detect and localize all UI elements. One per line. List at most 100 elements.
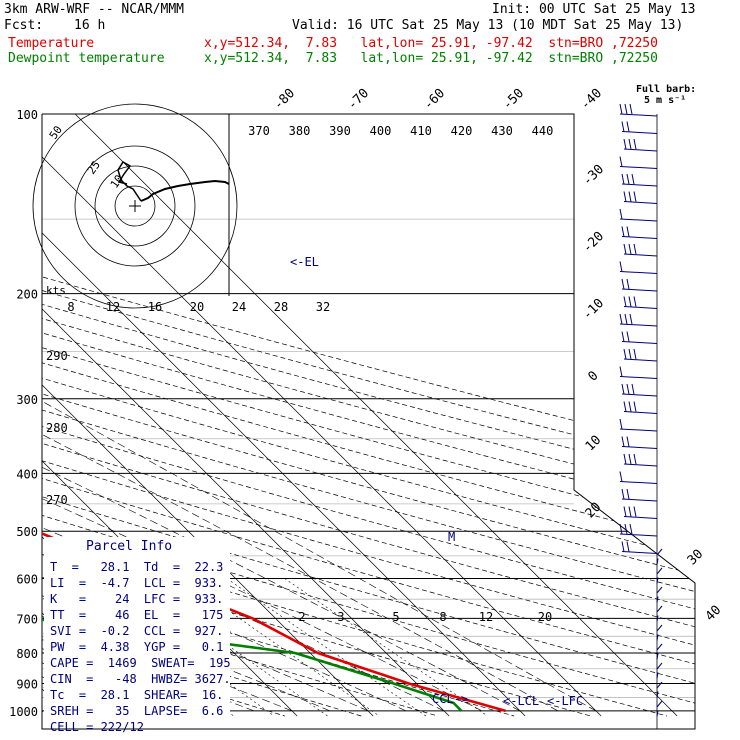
dry-adiabat [42, 114, 695, 717]
hodograph-ring [32, 103, 238, 309]
chart-frame [41, 113, 696, 730]
wind-barb [619, 103, 658, 117]
wind-barb-low [656, 567, 663, 575]
parcel-info-row: K = 24 LFC = 933. [50, 592, 224, 606]
isotherm-line [42, 114, 602, 717]
theta-tick-label: 430 [491, 124, 513, 138]
wind-barb-staff [621, 498, 658, 502]
dry-adiabat [42, 114, 695, 717]
wind-barb-flag [628, 243, 632, 255]
wind-barb-flag [621, 121, 625, 132]
mixing-ratio-label: 12 [479, 610, 493, 624]
wind-barb-staff [623, 516, 658, 519]
theta-tick-label: 410 [410, 124, 432, 138]
pressure-tick-label: 300 [16, 393, 38, 407]
parcel-info-row: CAPE = 1469 SWEAT= 195 [50, 656, 231, 670]
theta-tick-label: 420 [451, 124, 473, 138]
hodograph-ring-label: 25 [85, 158, 103, 176]
wind-barb-flag [624, 523, 628, 535]
wind-barb [619, 156, 658, 169]
wind-barb-flag [626, 173, 630, 185]
plot-border [41, 113, 696, 730]
wind-barb [621, 331, 658, 344]
hodograph-speed-label: 32 [316, 300, 330, 314]
moist-adiabat [42, 293, 521, 712]
wind-barb-low [656, 605, 663, 613]
wind-barb-flag [621, 488, 625, 500]
wind-barb-flag [633, 191, 637, 202]
forecast-hours: 16 h [74, 18, 106, 33]
wind-barb-flag [629, 103, 633, 115]
wind-barb-flag [619, 366, 623, 377]
dewpoint-legend: Dewpoint temperature [8, 51, 165, 66]
wind-barb-flag [633, 138, 637, 150]
wind-barb-low [656, 634, 659, 641]
wind-barb-staff [619, 271, 658, 274]
wind-barb-flag [626, 436, 630, 447]
wind-barb-low [656, 558, 659, 565]
wind-barb-flag [621, 331, 625, 342]
theta-tick-label: 400 [370, 124, 392, 138]
wind-barb-staff [619, 218, 658, 222]
m-marker: M [448, 530, 455, 544]
wind-barb [619, 313, 658, 327]
wind-barb-low [656, 691, 659, 698]
wind-barb [623, 348, 658, 362]
wind-barb-low [656, 586, 663, 594]
wind-barbs [619, 103, 663, 729]
wind-barb-flag [628, 401, 632, 412]
wind-barb-flag [628, 296, 632, 307]
mixing-ratio-label: 5 [392, 610, 399, 624]
wind-barb-flag [626, 383, 630, 395]
wind-barb-flag [619, 313, 623, 325]
wind-barb-staff [619, 166, 658, 169]
dry-adiabat [42, 114, 438, 717]
wind-barb [619, 418, 658, 432]
wind-barb-flag [626, 226, 630, 237]
mixing-ratio-label: 2 [298, 610, 305, 624]
wind-barb-staff [619, 376, 658, 379]
parcel-info-row: Tc = 28.1 SHEAR= 16. [50, 688, 224, 702]
mixing-ratio-line [182, 578, 380, 717]
wind-barb-staff [621, 551, 658, 554]
wind-barb-low [656, 700, 663, 708]
wind-barb-flag [628, 138, 632, 150]
dry-adiabat [42, 114, 695, 717]
pressure-tick-label: 1000 [9, 705, 38, 719]
wind-barb-flag [624, 313, 628, 325]
wind-barb-flag [619, 156, 623, 167]
valid-time: Valid: 16 UTC Sat 25 May 13 (10 MDT Sat … [292, 18, 684, 33]
wind-barb-staff [619, 323, 658, 327]
isotherm-tick-label: -40 [578, 86, 605, 113]
init-time: Init: 00 UTC Sat 25 May 13 [492, 2, 696, 17]
wind-barb-flag [619, 418, 623, 430]
isotherm-tick-label: 40 [703, 603, 725, 625]
wind-barb [623, 401, 658, 414]
wind-barb-low [656, 548, 663, 556]
moist-adiabat [42, 293, 331, 712]
wind-barb-flag [626, 278, 630, 290]
ccl-marker: CCL-> [432, 692, 468, 706]
wind-barb [619, 366, 658, 379]
wind-barb-staff [623, 358, 658, 362]
isotherm-tick-label: 0 [585, 368, 601, 384]
wind-barb-low [656, 672, 659, 679]
isotherm-tick-label: -70 [345, 86, 372, 113]
wind-barb-low [656, 662, 663, 670]
dry-adiabat [42, 114, 695, 717]
hodograph-speed-label: 8 [67, 300, 74, 314]
wind-barb-flag [621, 436, 625, 447]
parcel-info-row: CELL = 222/12 [50, 720, 144, 734]
wind-barb [623, 138, 658, 152]
theta-tick-label: 390 [329, 124, 351, 138]
dry-adiabat [42, 114, 695, 717]
hodograph-speed-label: 24 [232, 300, 246, 314]
isotherm-tick-label: -10 [580, 296, 607, 323]
wind-barb-flag [623, 191, 627, 202]
wind-barb-low [656, 596, 659, 603]
wind-barb-low [656, 643, 663, 651]
wind-barb-staff [621, 131, 658, 134]
forecast-label: Fcst: [4, 18, 44, 33]
sounding-profiles [42, 114, 506, 713]
mixing-ratio-line [134, 578, 328, 717]
